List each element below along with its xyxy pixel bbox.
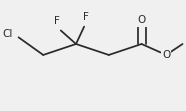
Text: Cl: Cl [3,29,13,39]
Text: O: O [162,50,170,60]
Text: O: O [137,15,146,25]
Text: F: F [83,12,89,22]
Text: F: F [54,16,60,26]
